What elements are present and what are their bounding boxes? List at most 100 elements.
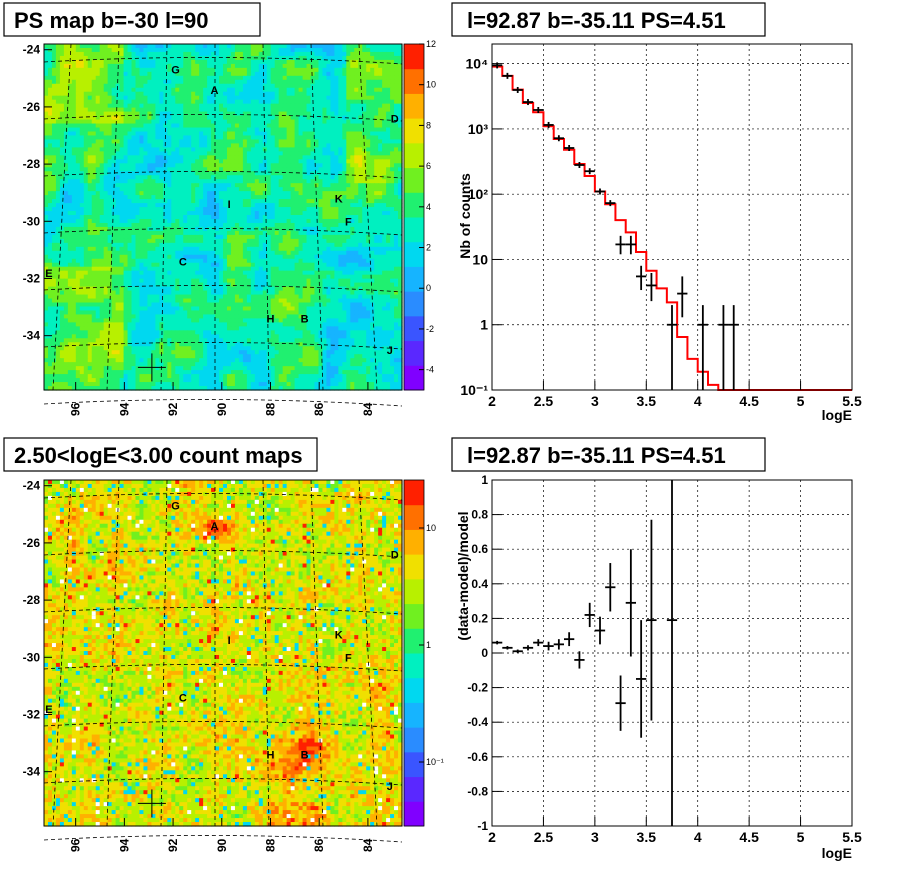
colorbar-swatch [404,44,424,70]
colorbar-tick-label: 10 [426,80,436,90]
data-point [553,135,564,142]
x-tick-label: 3.5 [637,393,657,409]
data-point [564,145,575,152]
data-point [594,188,606,195]
colorbar-swatch [404,167,424,193]
colorbar-tick-label: 10⁻¹ [426,757,444,767]
residual-point [564,632,575,647]
ps-map-title: PS map b=-30 l=90 [14,8,208,33]
source-label-g: G [171,501,180,513]
spectrum-title: l=92.87 b=-35.11 PS=4.51 [467,8,726,33]
x-tick-label: 90 [215,838,229,852]
data-point [646,273,657,302]
latitude-line [43,57,403,65]
colorbar-tick-label: -2 [426,324,434,334]
count-map-title: 2.50<logE<3.00 count maps [14,443,303,468]
data-point [677,276,688,318]
count-map-position-marker [137,789,166,818]
y-tick-label: 10⁴ [466,56,489,72]
x-tick-label: 2.5 [534,829,554,845]
residual-point [533,639,544,647]
colorbar-swatch [404,68,424,94]
colorbar-swatch [404,93,424,119]
colorbar-swatch [404,192,424,218]
count-map-colorbar: 10 1 10⁻¹ [403,479,444,827]
count-map-heatmap [44,480,403,827]
colorbar-tick-label: 10 [426,523,436,533]
colorbar-frame [403,43,425,391]
x-tick-label: 2 [488,829,496,845]
x-tick-label: 86 [312,402,326,416]
spectrum-title-box [451,2,766,37]
source-label-c: C [179,692,187,704]
longitude-line [160,479,168,827]
colorbar-swatch [404,628,424,654]
ps-map-heatmap [44,44,403,391]
x-tick-label: 4 [694,829,702,845]
source-label-d: D [391,113,399,125]
colorbar-swatch [404,727,424,753]
y-tick-label: -28 [23,157,41,171]
residual-y-label: (data-model)/model [455,511,471,640]
ps-map-source-labels: G A D I KF C E H B J [45,65,398,357]
colorbar-swatch [404,315,424,342]
y-tick-label: -30 [23,214,41,228]
latitude-line [43,607,403,615]
colorbar-tick-label: 4 [426,202,431,212]
data-point [605,200,616,207]
latitude-line [43,171,403,179]
ps-map-position-marker [137,353,166,382]
spectrum-data-points [492,62,739,390]
longitude-line [262,479,270,827]
x-tick-label: 5.5 [842,829,862,845]
ps-map-x-ticks: 96 94 92 90 88 86 84 [69,382,375,416]
longitude-line [358,479,378,827]
colorbar-swatch [404,340,424,366]
residual-y-ticks: 1 0.8 0.6 0.4 0.2 0 -0.2 -0.4 -0.6 -0.8 -1 [467,473,502,833]
longitude-line [52,43,72,391]
colorbar-swatch [404,118,424,144]
residual-point [636,620,647,738]
residual-title: l=92.87 b=-35.11 PS=4.51 [467,443,726,468]
colorbar-swatch [404,776,424,802]
source-label-f: F [345,652,352,664]
residual-point [615,675,626,731]
colorbar-swatch [404,578,424,605]
colorbar-swatch [404,291,424,317]
colorbar-swatch [404,266,424,292]
source-label-i: I [228,635,231,647]
y-tick-label: -34 [23,329,41,343]
latitude-line [43,285,403,293]
residual-panel: 2 2.5 3 3.5 4 4.5 5 5.5 1 0.8 0.6 0.4 0.2 0 -0.2 -0.4 -… [451,437,862,861]
y-tick-label: -24 [23,479,41,493]
y-tick-label: -0.8 [467,784,488,798]
residual-title-box [451,437,766,472]
x-tick-label: 88 [264,402,278,416]
colorbar-tick-label: 0 [426,283,431,293]
colorbar-swatch [404,365,424,391]
colorbar-tick-label: 6 [426,161,431,171]
data-point [625,235,636,255]
residual-point [605,563,616,612]
y-tick-label: 10² [468,186,489,202]
data-point [697,305,708,390]
colorbar-tick-label: 1 [426,640,431,650]
source-label-d: D [391,549,399,561]
residual-x-ticks: 2 2.5 3 3.5 4 4.5 5 5.5 [488,817,862,845]
latitude-line [43,228,403,236]
x-tick-label: 5 [797,829,805,845]
y-tick-label: -0.2 [467,681,488,695]
residual-point [553,639,564,650]
colorbar-swatch [404,554,424,580]
count-map-x-ticks: 96 94 92 90 88 86 84 [69,818,375,852]
residual-point [625,549,636,657]
y-tick-label: 0.4 [471,577,488,591]
residual-point [574,651,585,669]
residual-point [492,640,503,645]
colorbar-swatch [404,801,424,827]
data-point [574,162,585,169]
data-point [502,72,513,79]
